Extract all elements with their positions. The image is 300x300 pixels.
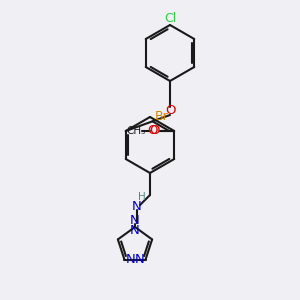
Text: O: O <box>165 104 175 118</box>
Text: O: O <box>148 124 158 137</box>
Text: Cl: Cl <box>164 11 176 25</box>
Text: O: O <box>149 124 160 137</box>
Text: H: H <box>138 192 146 202</box>
Text: CH₃: CH₃ <box>126 126 145 136</box>
Text: N: N <box>125 253 135 266</box>
Text: N: N <box>135 253 145 266</box>
Text: Br: Br <box>155 110 169 124</box>
Text: N: N <box>130 214 140 227</box>
Text: N: N <box>130 224 140 236</box>
Text: N: N <box>132 200 142 214</box>
